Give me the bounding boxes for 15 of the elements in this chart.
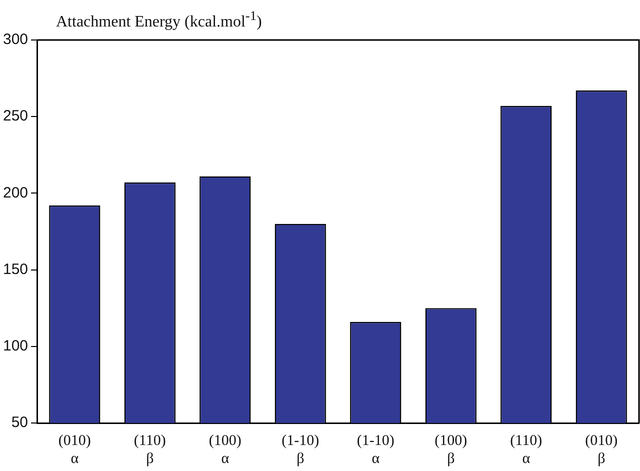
y-tick-label: 200	[2, 184, 28, 202]
x-tick-label: (100) β	[434, 432, 468, 467]
x-tick-label: (1-10) α	[356, 432, 394, 467]
chart-title: Attachment Energy (kcal.mol$^{-1}$)	[56, 8, 262, 32]
x-tick-label: (010) α	[58, 432, 91, 467]
x-tick-label: (110) β	[134, 432, 166, 467]
y-tick-label: 300	[2, 31, 28, 48]
x-tick-label: (010) β	[585, 432, 618, 467]
y-tick-label: 250	[2, 108, 28, 125]
x-tick-label: (100) α	[208, 432, 242, 467]
y-tick-label: 150	[2, 260, 28, 278]
y-tick-label: 100	[2, 338, 28, 355]
x-tick-label: (110) α	[510, 432, 542, 467]
y-tick-label: 50	[11, 414, 28, 432]
x-tick-label: (1-10) β	[282, 432, 320, 467]
